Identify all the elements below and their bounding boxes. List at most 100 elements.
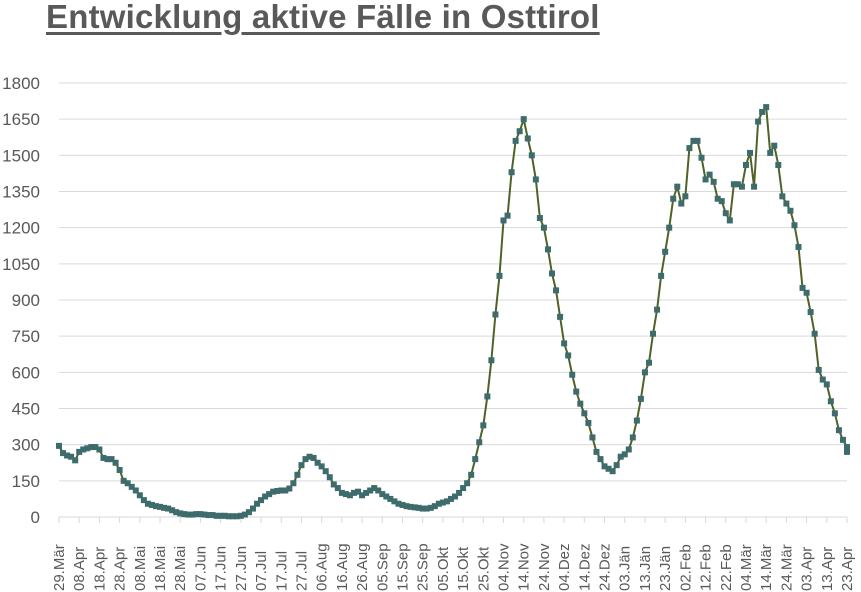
x-tick-label: 17.Jun xyxy=(213,546,230,591)
x-tick-label: 04.Mär xyxy=(738,544,755,591)
data-point-marker xyxy=(60,450,67,457)
data-point-marker xyxy=(140,497,147,504)
data-point-marker xyxy=(581,410,588,417)
data-point-marker xyxy=(128,483,135,490)
x-axis-labels: 29.Mär 08.Apr 18.Apr 28.Apr 08.Mai 18.Mai 28.M… xyxy=(51,543,856,591)
x-tick-label: 15.Sep xyxy=(394,543,411,591)
data-point-marker xyxy=(177,510,184,517)
data-point-marker xyxy=(670,195,677,202)
y-tick-label: 1200 xyxy=(2,219,40,238)
data-point-marker xyxy=(783,200,790,207)
data-point-marker xyxy=(815,366,822,373)
data-point-marker xyxy=(68,453,75,460)
data-point-marker xyxy=(472,456,479,463)
data-point-marker xyxy=(443,498,450,505)
data-point-marker xyxy=(213,512,220,519)
data-point-marker xyxy=(629,434,636,441)
data-point-marker xyxy=(314,459,321,466)
data-point-marker xyxy=(56,442,62,449)
chart-title: Entwicklung aktive Fälle in Osttirol xyxy=(46,0,600,35)
x-tick-label: 05.Okt xyxy=(435,546,452,591)
data-point-marker xyxy=(492,311,499,318)
data-point-marker xyxy=(787,207,794,214)
data-point-marker xyxy=(718,198,725,205)
x-tick-label: 23.Jän xyxy=(657,546,674,591)
data-point-marker xyxy=(237,512,244,519)
data-point-marker xyxy=(633,417,640,424)
x-tick-label: 25.Sep xyxy=(415,543,432,591)
data-point-marker xyxy=(96,446,103,453)
data-point-marker xyxy=(734,181,741,188)
data-point-marker xyxy=(290,480,297,487)
data-point-marker xyxy=(605,465,612,472)
data-point-marker xyxy=(201,511,208,518)
data-point-marker xyxy=(88,444,95,451)
data-point-marker xyxy=(698,154,705,161)
data-point-marker xyxy=(544,246,551,253)
data-point-marker xyxy=(64,452,71,459)
y-tick-label: 1500 xyxy=(2,146,40,165)
x-tick-label: 07.Jul xyxy=(253,551,270,591)
y-tick-label: 600 xyxy=(12,363,40,382)
data-point-marker xyxy=(601,463,608,470)
data-point-marker xyxy=(456,489,463,496)
y-tick-label: 450 xyxy=(12,400,40,419)
data-point-marker xyxy=(371,485,378,492)
data-point-marker xyxy=(751,183,758,190)
y-tick-label: 1650 xyxy=(2,110,40,129)
data-point-marker xyxy=(682,193,689,200)
data-point-marker xyxy=(282,487,289,494)
data-point-marker xyxy=(217,512,224,519)
x-tick-label: 17.Jul xyxy=(273,551,290,591)
x-tick-label: 04.Nov xyxy=(496,543,513,591)
data-point-marker xyxy=(637,395,644,402)
data-point-marker xyxy=(730,181,737,188)
y-axis-labels: 0 150 300 450 600 750 900 1050 1200 1350 1500 1650 1… xyxy=(2,74,40,527)
data-point-marker xyxy=(500,217,507,224)
data-point-marker xyxy=(104,456,111,463)
data-point-marker xyxy=(714,195,721,202)
y-tick-label: 1050 xyxy=(2,255,40,274)
data-point-marker xyxy=(488,357,495,364)
data-point-marker xyxy=(278,487,285,494)
data-point-marker xyxy=(391,498,398,505)
data-point-marker xyxy=(80,446,87,453)
data-point-marker xyxy=(306,453,313,460)
data-point-marker xyxy=(310,454,317,461)
data-point-marker xyxy=(274,487,281,494)
data-point-marker xyxy=(270,488,277,495)
data-point-marker xyxy=(480,422,487,429)
data-point-marker xyxy=(666,224,673,231)
data-point-marker xyxy=(298,462,305,469)
data-point-marker xyxy=(100,454,107,461)
x-tick-label: 27.Jun xyxy=(233,546,250,591)
x-tick-label: 08.Mai xyxy=(132,546,149,591)
data-point-marker xyxy=(755,118,762,125)
x-tick-label: 25.Okt xyxy=(475,546,492,591)
data-point-marker xyxy=(148,501,155,508)
data-point-marker xyxy=(185,511,192,518)
data-point-marker xyxy=(738,183,745,190)
y-tick-label: 300 xyxy=(12,436,40,455)
x-tick-label: 15.Okt xyxy=(455,546,472,591)
data-point-marker xyxy=(617,453,624,460)
x-tick-label: 18.Apr xyxy=(91,547,108,591)
data-point-marker xyxy=(706,171,713,178)
data-point-marker xyxy=(468,471,475,478)
data-point-marker xyxy=(209,512,216,519)
x-tick-label: 18.Mai xyxy=(152,546,169,591)
data-point-marker xyxy=(136,492,143,499)
data-point-marker xyxy=(811,330,818,337)
data-point-marker xyxy=(302,456,309,463)
data-point-marker xyxy=(839,436,846,443)
x-axis xyxy=(58,516,848,523)
data-point-marker xyxy=(694,137,701,144)
data-point-marker xyxy=(249,505,256,512)
y-tick-label: 0 xyxy=(31,508,40,527)
data-point-marker xyxy=(569,371,576,378)
data-point-marker xyxy=(799,284,806,291)
x-tick-label: 26.Aug xyxy=(354,543,371,591)
data-point-marker xyxy=(464,480,471,487)
data-point-marker xyxy=(342,491,349,498)
data-point-marker xyxy=(722,210,729,217)
